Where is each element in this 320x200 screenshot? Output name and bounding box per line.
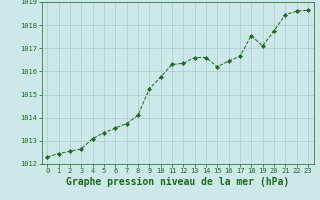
- X-axis label: Graphe pression niveau de la mer (hPa): Graphe pression niveau de la mer (hPa): [66, 177, 289, 187]
